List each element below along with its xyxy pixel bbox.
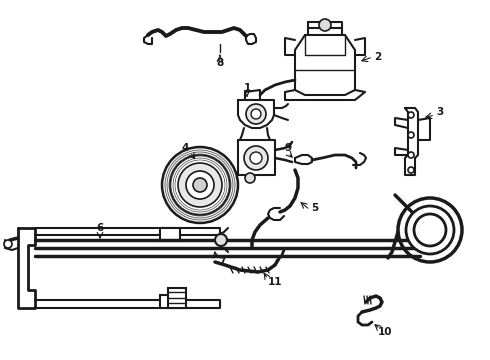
Circle shape xyxy=(408,132,414,138)
Circle shape xyxy=(406,206,454,254)
Text: 10: 10 xyxy=(378,327,392,337)
Text: 11: 11 xyxy=(268,277,282,287)
Circle shape xyxy=(250,152,262,164)
Text: 7: 7 xyxy=(219,257,226,267)
Circle shape xyxy=(408,167,414,173)
Text: 2: 2 xyxy=(374,52,382,62)
Circle shape xyxy=(245,173,255,183)
Text: 5: 5 xyxy=(311,203,318,213)
Circle shape xyxy=(186,171,214,199)
Circle shape xyxy=(244,146,268,170)
Bar xyxy=(160,295,180,308)
Circle shape xyxy=(193,178,207,192)
Circle shape xyxy=(319,19,331,31)
Bar xyxy=(168,288,186,308)
Circle shape xyxy=(178,163,222,207)
Text: 3: 3 xyxy=(437,107,443,117)
Text: 8: 8 xyxy=(217,58,223,68)
Circle shape xyxy=(215,234,227,246)
Circle shape xyxy=(246,104,266,124)
Circle shape xyxy=(408,152,414,158)
Circle shape xyxy=(4,240,12,248)
Circle shape xyxy=(170,155,230,215)
Text: 1: 1 xyxy=(244,83,250,93)
Circle shape xyxy=(251,109,261,119)
Text: 9: 9 xyxy=(284,143,292,153)
Circle shape xyxy=(162,147,238,223)
Text: 6: 6 xyxy=(97,223,103,233)
Circle shape xyxy=(408,112,414,118)
Text: 4: 4 xyxy=(181,143,189,153)
Bar xyxy=(160,228,180,241)
